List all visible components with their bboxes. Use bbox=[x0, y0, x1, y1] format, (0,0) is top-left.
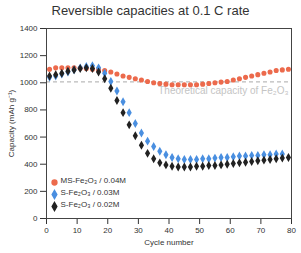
svg-text:20: 20 bbox=[103, 226, 112, 235]
svg-text:70: 70 bbox=[256, 226, 265, 235]
svg-text:1200: 1200 bbox=[20, 51, 38, 60]
svg-text:600: 600 bbox=[24, 133, 38, 142]
svg-text:60: 60 bbox=[226, 226, 235, 235]
svg-text:80: 80 bbox=[287, 226, 296, 235]
svg-text:1000: 1000 bbox=[20, 78, 38, 87]
svg-text:200: 200 bbox=[24, 187, 38, 196]
svg-text:MS-Fe₂O₃ / 0.04M: MS-Fe₂O₃ / 0.04M bbox=[61, 176, 127, 185]
svg-text:Theoretical capacity of Fe₂O₃: Theoretical capacity of Fe₂O₃ bbox=[158, 85, 289, 96]
html-text:Reversible capacities at 0.1 C: Reversible capacities at 0.1 C rate bbox=[51, 3, 250, 18]
svg-text:400: 400 bbox=[24, 160, 38, 169]
svg-text:800: 800 bbox=[24, 105, 38, 114]
svg-text:Cycle number: Cycle number bbox=[144, 238, 194, 247]
svg-text:30: 30 bbox=[134, 226, 143, 235]
svg-text:40: 40 bbox=[165, 226, 174, 235]
svg-text:S-Fe₂O₃ / 0.03M: S-Fe₂O₃ / 0.03M bbox=[61, 188, 120, 197]
svg-text:Capacity (mAh g⁻¹): Capacity (mAh g⁻¹) bbox=[7, 89, 16, 157]
svg-text:0: 0 bbox=[33, 214, 38, 223]
svg-text:S-Fe₂O₃ / 0.02M: S-Fe₂O₃ / 0.02M bbox=[61, 200, 120, 209]
svg-text:0: 0 bbox=[44, 226, 49, 235]
svg-text:50: 50 bbox=[195, 226, 204, 235]
svg-text:10: 10 bbox=[73, 226, 82, 235]
svg-text:1400: 1400 bbox=[20, 24, 38, 33]
